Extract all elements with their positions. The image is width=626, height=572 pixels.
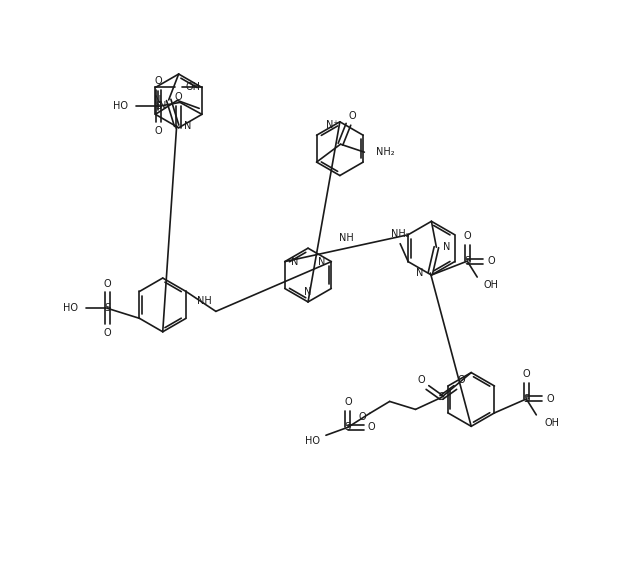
Text: S: S	[438, 392, 444, 403]
Text: O: O	[175, 92, 182, 102]
Text: N: N	[416, 268, 423, 278]
Text: NH: NH	[339, 233, 354, 243]
Text: N: N	[160, 101, 167, 112]
Text: NH₂: NH₂	[391, 229, 409, 239]
Text: O: O	[104, 328, 111, 338]
Text: S: S	[345, 422, 351, 432]
Text: O: O	[546, 394, 554, 404]
Text: O: O	[463, 231, 471, 241]
Text: O: O	[487, 256, 495, 266]
Text: O: O	[104, 279, 111, 288]
Text: HO: HO	[305, 436, 320, 446]
Text: O: O	[523, 369, 530, 379]
Text: OH: OH	[185, 82, 200, 93]
Text: O: O	[418, 375, 425, 384]
Text: O: O	[358, 412, 366, 422]
Text: S: S	[155, 101, 162, 112]
Text: N⁺: N⁺	[326, 120, 338, 130]
Text: S: S	[105, 303, 111, 313]
Text: N: N	[183, 121, 191, 131]
Text: O: O	[155, 126, 162, 136]
Text: OH: OH	[483, 280, 498, 290]
Text: NH₂: NH₂	[376, 147, 395, 157]
Text: HO: HO	[113, 101, 128, 112]
Text: HO: HO	[63, 303, 78, 313]
Text: O: O	[155, 77, 162, 86]
Text: OH: OH	[544, 418, 559, 428]
Text: N: N	[304, 287, 312, 297]
Text: O: O	[368, 422, 376, 432]
Text: S: S	[464, 256, 470, 266]
Text: N: N	[291, 257, 299, 267]
Text: O: O	[349, 112, 356, 121]
Text: N: N	[155, 95, 162, 105]
Text: O: O	[344, 398, 352, 407]
Text: N: N	[317, 257, 325, 267]
Text: O: O	[458, 375, 465, 384]
Text: S: S	[523, 394, 530, 404]
Text: NH: NH	[197, 296, 212, 307]
Text: N: N	[443, 242, 451, 252]
